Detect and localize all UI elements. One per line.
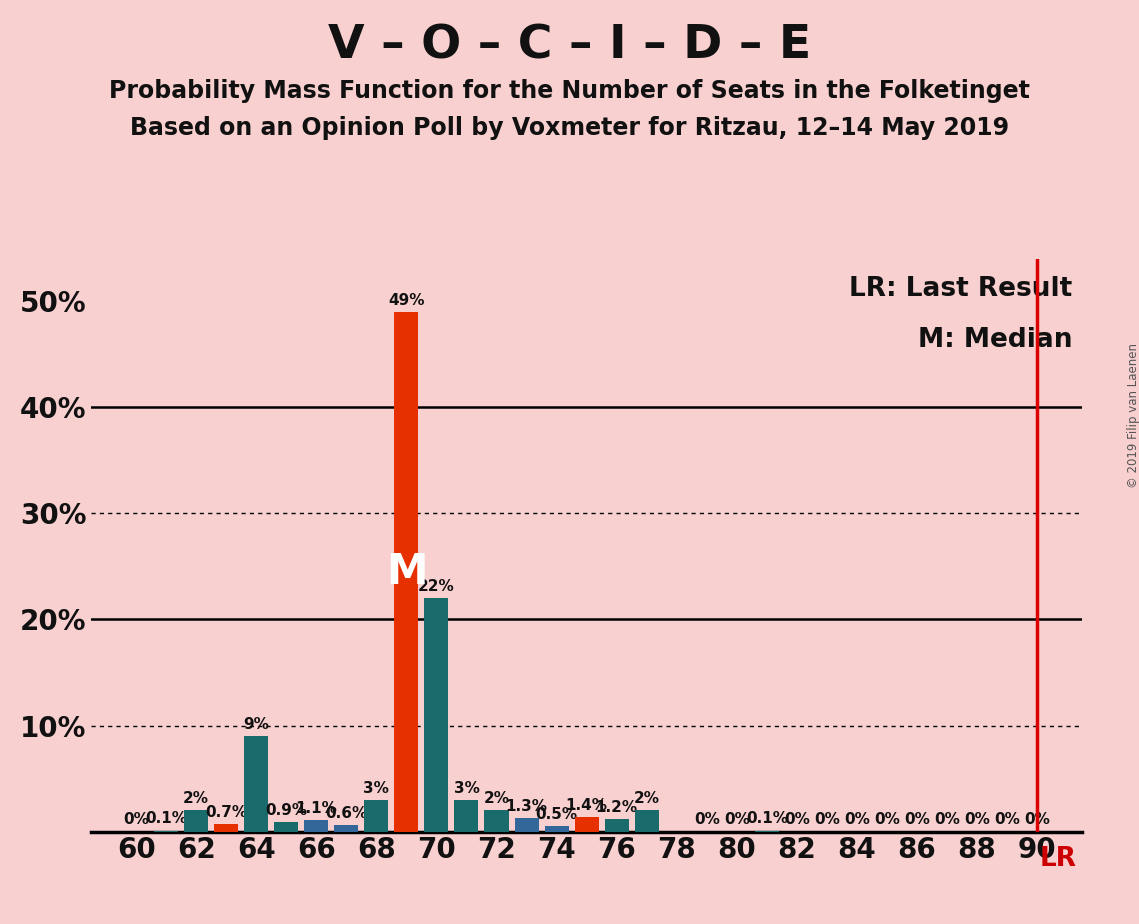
Text: 0%: 0% (964, 812, 990, 827)
Text: Probability Mass Function for the Number of Seats in the Folketinget: Probability Mass Function for the Number… (109, 79, 1030, 103)
Text: 0%: 0% (123, 812, 149, 827)
Text: 0.1%: 0.1% (746, 811, 788, 826)
Text: 0%: 0% (934, 812, 960, 827)
Bar (515, 818, 539, 832)
Text: 0.5%: 0.5% (535, 807, 577, 822)
Text: 9%: 9% (244, 717, 269, 732)
Text: V – O – C – I – D – E: V – O – C – I – D – E (328, 23, 811, 68)
Text: 3%: 3% (453, 781, 480, 796)
Bar (335, 825, 359, 832)
Bar (244, 736, 269, 832)
Bar (484, 810, 508, 832)
Text: 1.1%: 1.1% (295, 801, 337, 816)
Bar (454, 800, 478, 832)
Text: 0%: 0% (904, 812, 929, 827)
Bar (154, 831, 178, 832)
Text: 0%: 0% (814, 812, 839, 827)
Bar (364, 800, 388, 832)
Text: 0%: 0% (844, 812, 870, 827)
Bar (154, 831, 178, 832)
Bar (214, 824, 238, 832)
Text: 0.7%: 0.7% (205, 805, 247, 820)
Text: 0%: 0% (1024, 812, 1050, 827)
Text: 49%: 49% (388, 293, 425, 308)
Text: M: M (386, 551, 427, 592)
Bar (605, 819, 629, 832)
Text: 0%: 0% (694, 812, 720, 827)
Text: 2%: 2% (483, 791, 509, 806)
Text: 1.4%: 1.4% (566, 797, 607, 812)
Text: LR: LR (1040, 846, 1077, 872)
Text: 1.3%: 1.3% (506, 798, 548, 813)
Text: 2%: 2% (183, 791, 210, 806)
Bar (425, 598, 449, 832)
Text: 0.9%: 0.9% (265, 803, 308, 818)
Bar (544, 826, 568, 832)
Text: 0%: 0% (723, 812, 749, 827)
Text: 1.2%: 1.2% (596, 799, 638, 815)
Bar (574, 817, 599, 832)
Bar (755, 831, 779, 832)
Text: 0.1%: 0.1% (145, 811, 187, 826)
Bar (185, 810, 208, 832)
Text: 0%: 0% (874, 812, 900, 827)
Text: Based on an Opinion Poll by Voxmeter for Ritzau, 12–14 May 2019: Based on an Opinion Poll by Voxmeter for… (130, 116, 1009, 140)
Bar (394, 311, 418, 832)
Bar (274, 822, 298, 832)
Bar (634, 810, 658, 832)
Text: 22%: 22% (418, 579, 454, 594)
Text: 2%: 2% (633, 791, 659, 806)
Text: 0%: 0% (784, 812, 810, 827)
Text: 0%: 0% (994, 812, 1019, 827)
Text: 0.6%: 0.6% (326, 806, 368, 821)
Text: © 2019 Filip van Laenen: © 2019 Filip van Laenen (1126, 344, 1139, 488)
Bar (304, 820, 328, 832)
Text: M: Median: M: Median (918, 327, 1072, 354)
Text: 3%: 3% (363, 781, 390, 796)
Bar (755, 831, 779, 832)
Text: LR: Last Result: LR: Last Result (849, 276, 1072, 302)
